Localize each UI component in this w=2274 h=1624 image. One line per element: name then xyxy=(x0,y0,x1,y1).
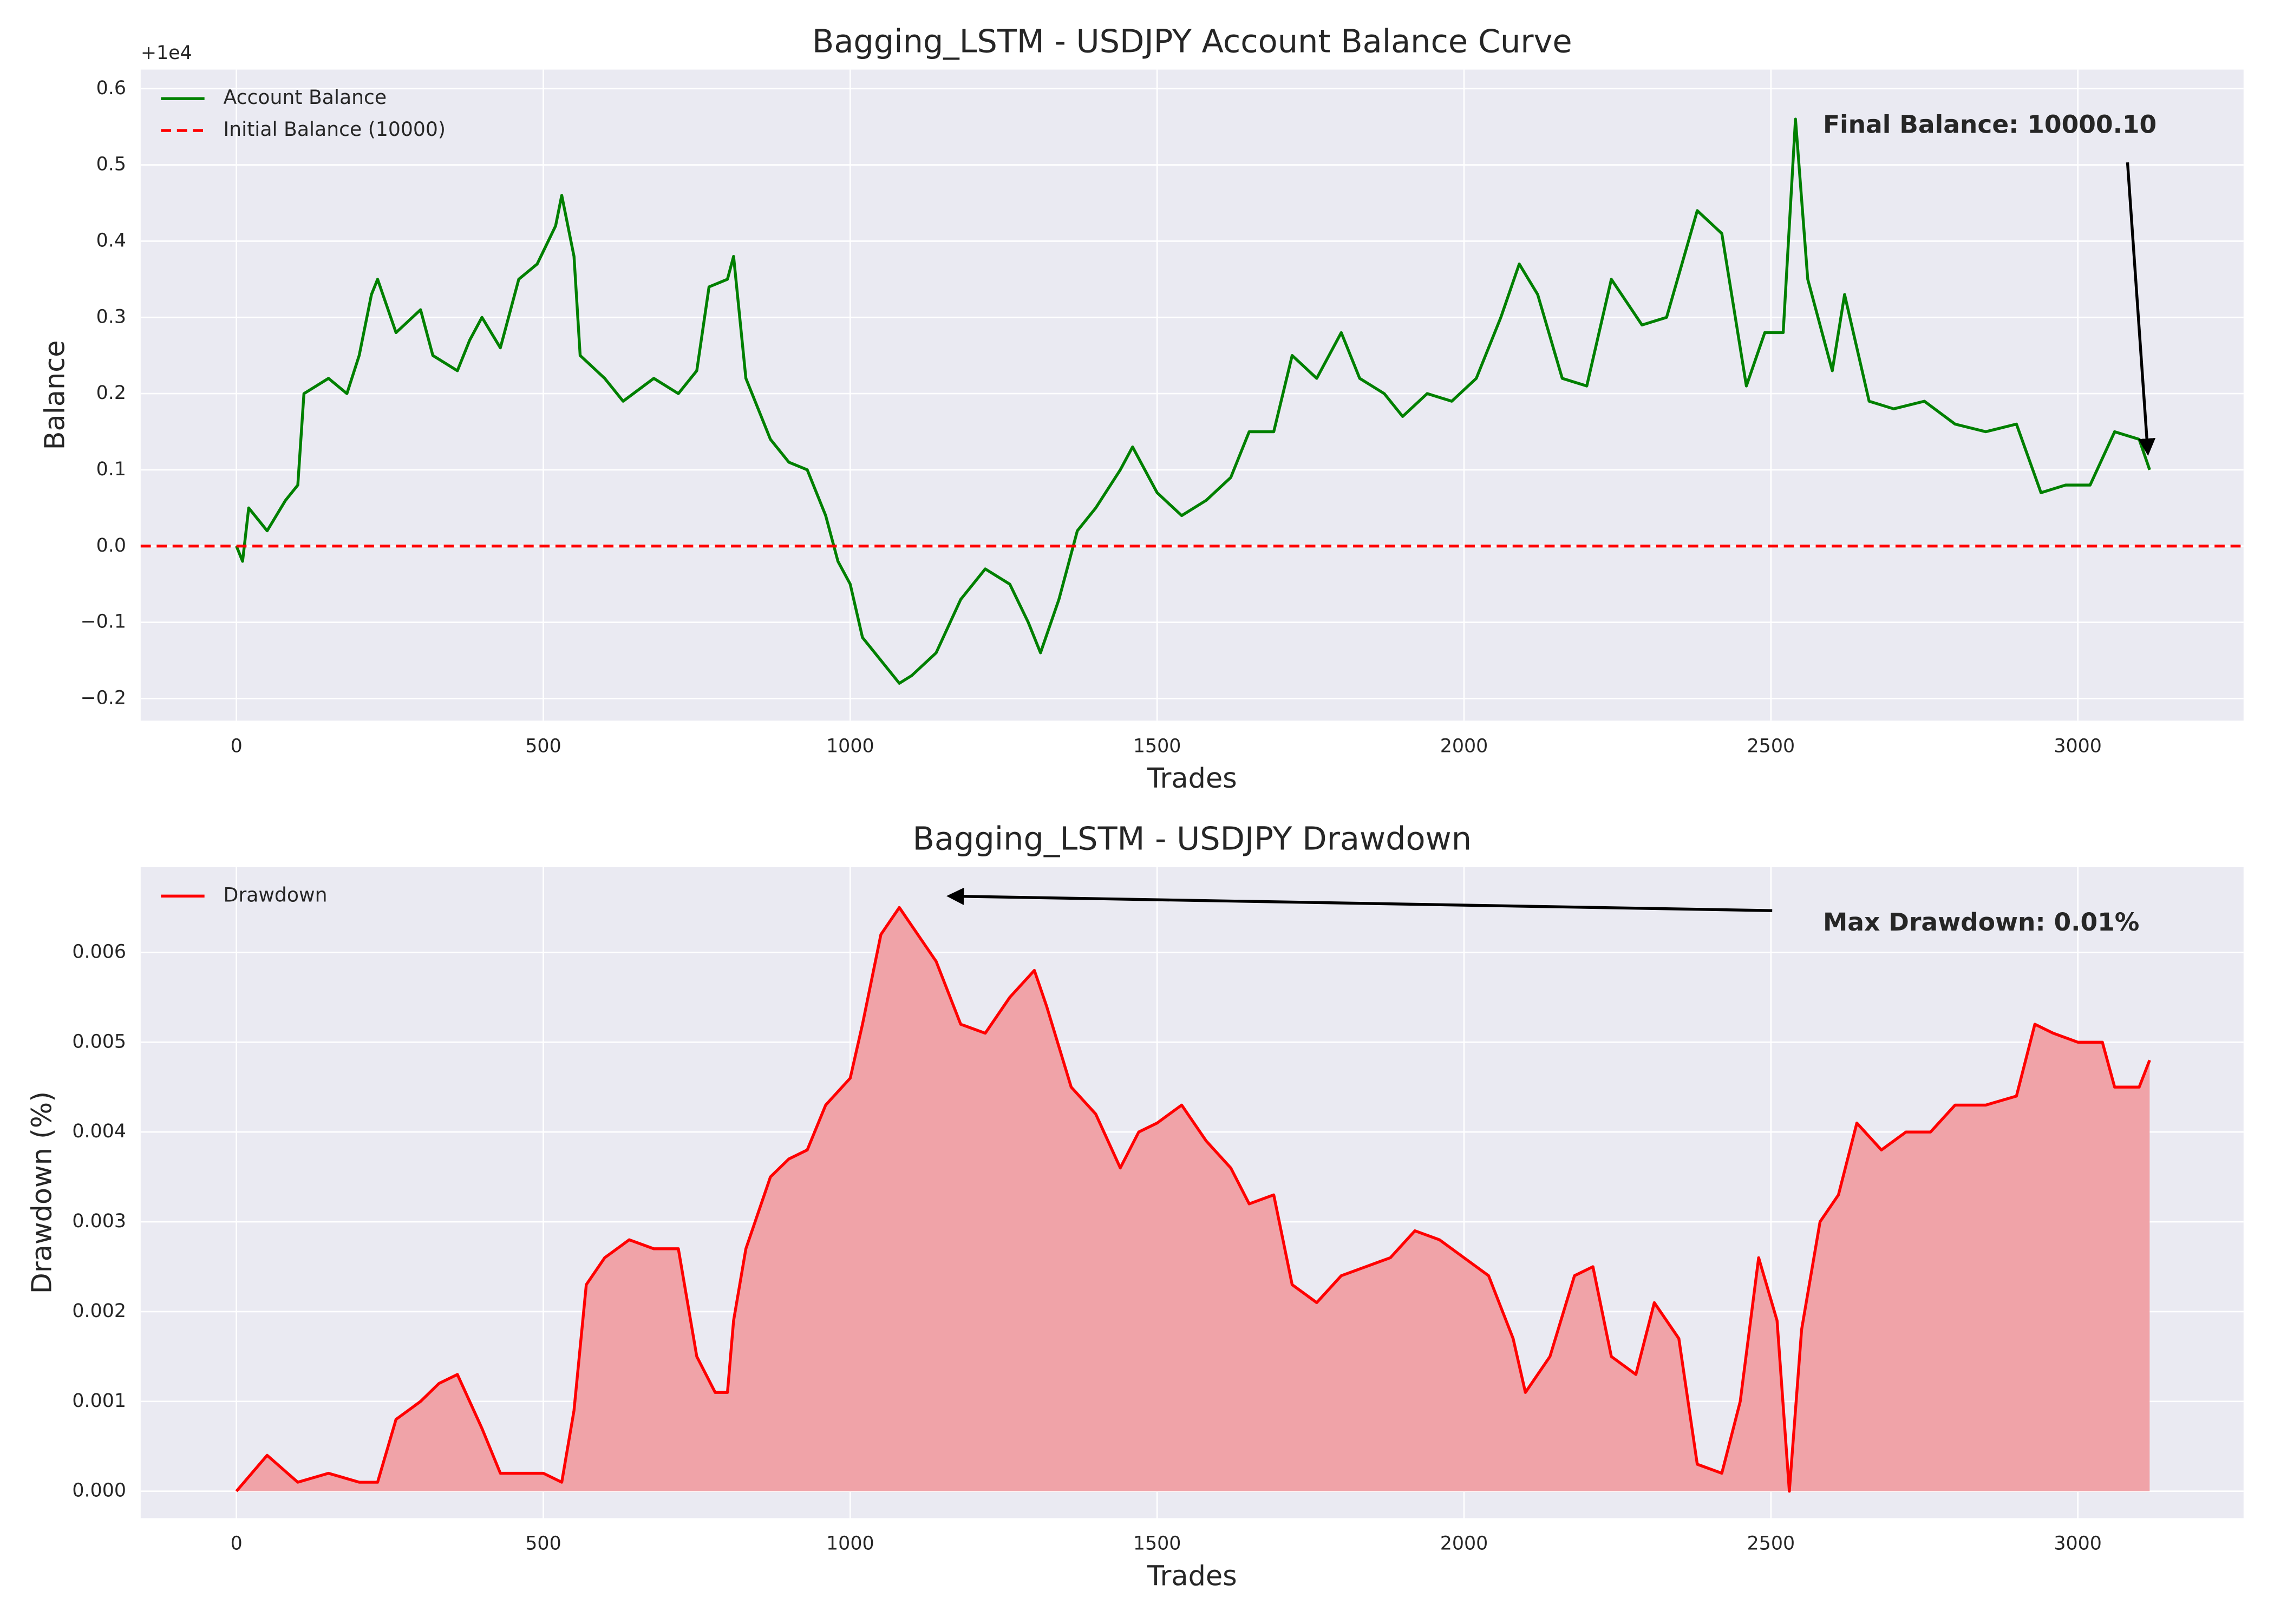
y-tick-label: 0.001 xyxy=(72,1390,126,1412)
legend-label: Account Balance xyxy=(224,86,387,109)
y-tick-label: 0.1 xyxy=(96,459,126,480)
legend-label: Drawdown xyxy=(224,883,328,906)
annotation-arrow xyxy=(946,887,1773,912)
x-tick-label: 2000 xyxy=(1440,735,1488,757)
x-tick-label: 2500 xyxy=(1747,735,1795,757)
x-tick-label: 3000 xyxy=(2054,1533,2102,1555)
legend-label: Initial Balance (10000) xyxy=(224,117,446,141)
chart-title: Bagging_LSTM - USDJPY Account Balance Cu… xyxy=(812,22,1572,60)
x-axis-label: Trades xyxy=(1147,763,1237,795)
x-tick-label: 3000 xyxy=(2054,735,2102,757)
y-tick-label: 0.4 xyxy=(96,230,126,251)
chart-title: Bagging_LSTM - USDJPY Drawdown xyxy=(913,820,1472,857)
x-tick-label: 1500 xyxy=(1133,735,1181,757)
x-tick-label: 500 xyxy=(525,735,561,757)
y-tick-label: 0.002 xyxy=(72,1300,126,1322)
data-line xyxy=(235,117,2151,685)
x-tick-label: 2500 xyxy=(1747,1533,1795,1555)
x-tick-label: 1000 xyxy=(826,735,874,757)
y-tick-label: 0.2 xyxy=(96,382,126,404)
x-tick-label: 0 xyxy=(231,1533,243,1555)
annotation: Final Balance: 10000.10 xyxy=(1823,110,2157,139)
area-fill xyxy=(236,907,2150,1491)
plot-background xyxy=(140,69,2244,721)
y-tick-label: 0.004 xyxy=(72,1121,126,1142)
y-tick-label: 0.000 xyxy=(72,1480,126,1502)
y-tick-label: −0.1 xyxy=(80,611,126,633)
x-tick-label: 1500 xyxy=(1133,1533,1181,1555)
y-tick-label: 0.003 xyxy=(72,1210,126,1232)
y-tick-label: 0.006 xyxy=(72,941,126,962)
x-tick-label: 0 xyxy=(231,735,243,757)
x-axis-label: Trades xyxy=(1147,1560,1237,1592)
x-tick-label: 500 xyxy=(525,1533,561,1555)
y-axis-label: Balance xyxy=(39,340,71,450)
y-tick-label: −0.2 xyxy=(80,687,126,709)
y-axis-label: Drawdown (%) xyxy=(26,1091,58,1294)
x-tick-label: 2000 xyxy=(1440,1533,1488,1555)
y-tick-label: 0.3 xyxy=(96,306,126,328)
annotation: Max Drawdown: 0.01% xyxy=(1823,908,2139,937)
y-tick-label: 0.005 xyxy=(72,1031,126,1052)
x-tick-label: 1000 xyxy=(826,1533,874,1555)
data-line xyxy=(235,906,2151,1493)
y-tick-label: 0.5 xyxy=(96,154,126,175)
annotation-arrow xyxy=(2126,162,2156,456)
y-tick-label: 0.0 xyxy=(96,535,126,556)
y-tick-label: 0.6 xyxy=(96,77,126,99)
y-offset-label: +1e4 xyxy=(141,42,192,64)
